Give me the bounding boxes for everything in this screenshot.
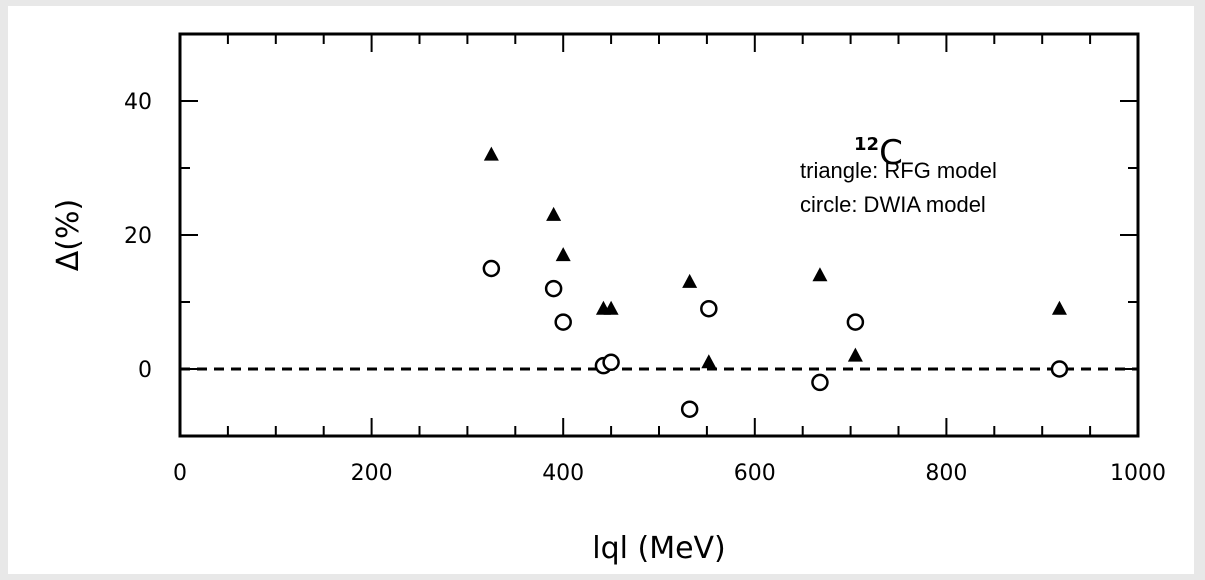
rfg-triangle-point <box>682 273 698 288</box>
rfg-triangle-point <box>546 206 562 221</box>
dwia-circle-point <box>846 313 865 331</box>
chart-frame: 0 200 400 600 800 1000 0 20 40 12C triangle: RFG… <box>8 6 1194 574</box>
rfg-triangle-point <box>847 347 863 362</box>
nucleus-label: 12C <box>854 133 903 173</box>
x-tick-label: 600 <box>734 461 776 486</box>
dwia-circle-point <box>482 259 501 278</box>
dwia-circle-point <box>544 279 563 298</box>
dwia-circle-point <box>811 373 829 392</box>
dwia-circle-point <box>1050 360 1069 378</box>
legend-entry-circle: circle: DWIA model <box>800 192 986 217</box>
rfg-triangle-point <box>812 267 828 282</box>
y-tick-label: 40 <box>124 90 152 115</box>
x-tick-label: 400 <box>542 461 584 486</box>
legend-entry-triangle: triangle: RFG model <box>800 158 997 183</box>
rfg-triangle-point <box>603 300 619 315</box>
x-tick-label: 800 <box>925 461 967 486</box>
scatter-chart: 0 200 400 600 800 1000 0 20 40 12C triangle: RFG… <box>51 32 1166 566</box>
rfg-triangle-point <box>483 146 499 161</box>
x-axis-title: lql (MeV) <box>592 531 726 566</box>
rfg-triangle-point <box>555 247 571 262</box>
nucleus-mass-number: 12 <box>854 134 879 155</box>
dwia-circle-point <box>554 313 572 331</box>
nucleus-symbol: C <box>879 133 903 173</box>
dwia-circle-point <box>602 353 620 372</box>
y-tick-label: 0 <box>138 358 152 383</box>
x-tick-label: 0 <box>173 461 187 486</box>
data-points <box>482 146 1069 418</box>
x-tick-label: 1000 <box>1110 461 1166 486</box>
x-tick-label: 200 <box>351 461 393 486</box>
dwia-circle-point <box>680 400 699 418</box>
axis-ticks <box>179 33 1139 437</box>
y-axis-title: Δ(%) <box>51 199 86 271</box>
y-tick-label: 20 <box>124 224 152 249</box>
rfg-triangle-point <box>1051 300 1067 315</box>
plot-frame <box>178 32 1140 438</box>
rfg-triangle-point <box>701 354 717 369</box>
dwia-circle-point <box>700 299 718 318</box>
tick-labels: 0 200 400 600 800 1000 0 20 40 <box>124 90 1166 486</box>
